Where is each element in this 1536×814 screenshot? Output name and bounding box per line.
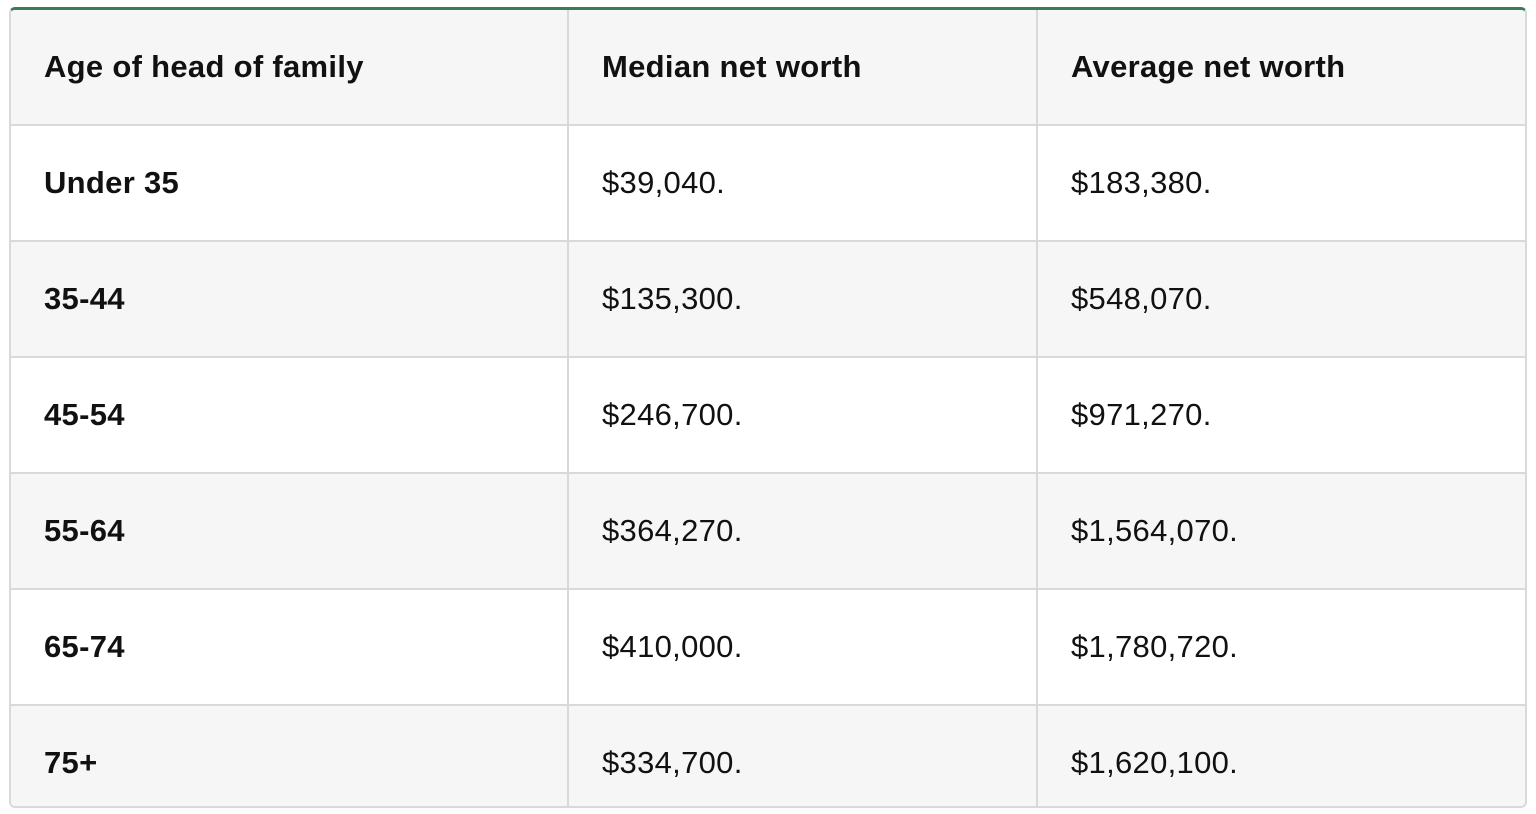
table-row: 75+ $334,700. $1,620,100. — [11, 705, 1525, 806]
median-cell: $410,000. — [568, 589, 1038, 706]
age-cell: Under 35 — [11, 125, 569, 242]
average-cell: $1,780,720. — [1037, 589, 1525, 706]
table-body: Under 35 $39,040. $183,380. 35-44 $135,3… — [11, 125, 1525, 806]
table-row: 35-44 $135,300. $548,070. — [11, 241, 1525, 358]
header-row: Age of head of family Median net worth A… — [11, 10, 1525, 126]
age-cell: 75+ — [11, 705, 569, 806]
net-worth-by-age-table: Age of head of family Median net worth A… — [11, 10, 1525, 806]
table-row: Under 35 $39,040. $183,380. — [11, 125, 1525, 242]
age-cell: 55-64 — [11, 473, 569, 590]
header-age: Age of head of family — [11, 10, 569, 126]
average-cell: $183,380. — [1037, 125, 1525, 242]
table-row: 45-54 $246,700. $971,270. — [11, 357, 1525, 474]
net-worth-table: Age of head of family Median net worth A… — [9, 7, 1527, 808]
median-cell: $39,040. — [568, 125, 1038, 242]
age-cell: 65-74 — [11, 589, 569, 706]
header-average-net-worth: Average net worth — [1037, 10, 1525, 126]
header-median-net-worth: Median net worth — [568, 10, 1038, 126]
median-cell: $334,700. — [568, 705, 1038, 806]
age-cell: 35-44 — [11, 241, 569, 358]
median-cell: $246,700. — [568, 357, 1038, 474]
median-cell: $135,300. — [568, 241, 1038, 358]
average-cell: $971,270. — [1037, 357, 1525, 474]
median-cell: $364,270. — [568, 473, 1038, 590]
average-cell: $548,070. — [1037, 241, 1525, 358]
age-cell: 45-54 — [11, 357, 569, 474]
average-cell: $1,620,100. — [1037, 705, 1525, 806]
table-row: 55-64 $364,270. $1,564,070. — [11, 473, 1525, 590]
average-cell: $1,564,070. — [1037, 473, 1525, 590]
table-row: 65-74 $410,000. $1,780,720. — [11, 589, 1525, 706]
table-header: Age of head of family Median net worth A… — [11, 10, 1525, 126]
